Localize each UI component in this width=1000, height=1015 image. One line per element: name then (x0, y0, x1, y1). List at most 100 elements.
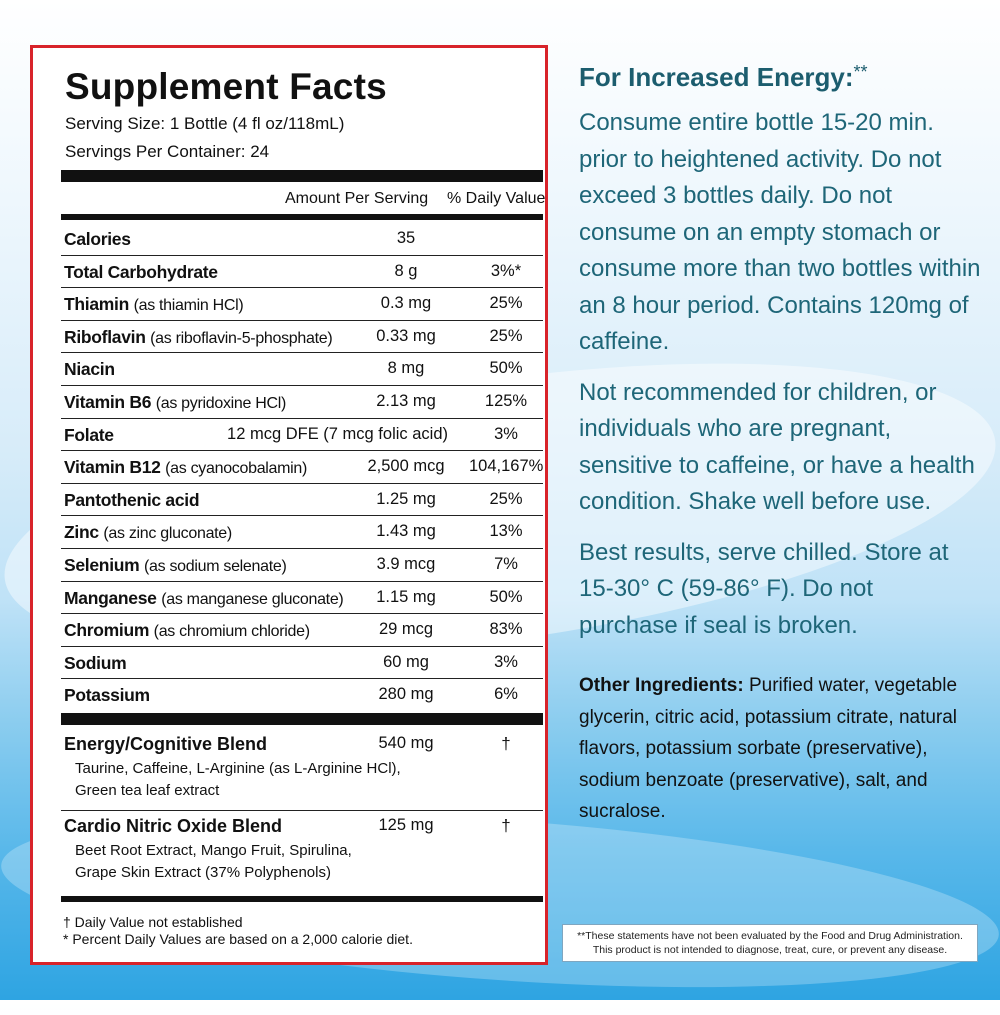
nutrient-label: Manganese (64, 587, 157, 608)
nutrient-row: Chromium (as chromium chloride) 29 mcg 83% (61, 614, 543, 647)
nutrient-name: Total Carbohydrate (64, 262, 218, 283)
nutrient-rows: Calories 35 Total Carbohydrate 8 g 3%* Thia… (61, 223, 543, 712)
warning-paragraph: Not recommended for children, or individ… (579, 378, 975, 516)
nutrient-label: Pantothenic acid (64, 489, 200, 510)
nutrient-amount: 1.25 mg (376, 489, 436, 508)
nutrient-dv: 50% (489, 587, 523, 606)
nutrient-name: Vitamin B6 (as pyridoxine HCl) (64, 392, 286, 413)
nutrient-row: Zinc (as zinc gluconate) 1.43 mg 13% (61, 516, 543, 549)
nutrient-amount: 12 mcg DFE (7 mcg folic acid) (227, 424, 448, 443)
nutrient-amount: 8 g (394, 261, 418, 280)
nutrient-row: Folate 12 mcg DFE (7 mcg folic acid) 3% (61, 419, 543, 452)
nutrient-dv: 7% (494, 554, 518, 573)
nutrient-amount: 2,500 mcg (367, 457, 445, 476)
divider-medium (61, 214, 543, 220)
directions-heading: For Increased Energy:** (579, 62, 984, 93)
nutrient-dv: 50% (489, 359, 523, 378)
nutrient-label: Total Carbohydrate (64, 261, 218, 282)
nutrient-row: Niacin 8 mg 50% (61, 353, 543, 386)
nutrient-amount: 1.15 mg (376, 587, 436, 606)
nutrient-label: Riboflavin (64, 326, 146, 347)
footnote-dagger: † Daily Value not established (63, 914, 243, 930)
blend-ingredients: Taurine, Caffeine, L-Arginine (as L-Argi… (75, 760, 401, 799)
nutrient-amount: 8 mg (387, 359, 425, 378)
nutrient-row: Selenium (as sodium selenate) 3.9 mcg 7% (61, 549, 543, 582)
nutrient-amount: 3.9 mcg (376, 554, 436, 573)
nutrient-dv: 125% (484, 391, 528, 410)
nutrient-dv: 3% (494, 424, 518, 443)
nutrient-dv: 83% (489, 620, 523, 639)
blend-dv: † (501, 816, 511, 835)
other-ingredients-label: Other Ingredients: (579, 675, 744, 696)
nutrient-row: Calories 35 (61, 223, 543, 256)
nutrient-source: (as sodium selenate) (143, 557, 287, 575)
nutrient-amount: 29 mcg (378, 620, 434, 639)
footnotes: † Daily Value not established * Percent … (63, 914, 413, 948)
heading-text: For Increased Energy: (579, 62, 854, 92)
nutrient-row: Total Carbohydrate 8 g 3%* (61, 256, 543, 289)
nutrient-name: Niacin (64, 359, 115, 380)
nutrient-name: Chromium (as chromium chloride) (64, 620, 310, 641)
other-ingredients: Other Ingredients: Purified water, veget… (579, 670, 984, 828)
nutrient-amount: 35 (396, 229, 416, 247)
divider-thick (61, 713, 543, 725)
nutrient-name: Calories (64, 229, 131, 250)
nutrient-row: Manganese (as manganese gluconate) 1.15 m… (61, 582, 543, 615)
other-ingredients-text: Purified water, vegetable glycerin, citr… (579, 675, 958, 822)
nutrient-row: Vitamin B12 (as cyanocobalamin) 2,500 mcg… (61, 451, 543, 484)
nutrient-label: Chromium (64, 620, 150, 641)
nutrient-source: (as cyanocobalamin) (165, 460, 308, 478)
nutrient-source: (as chromium chloride) (153, 623, 310, 641)
nutrient-label: Niacin (64, 359, 115, 380)
nutrient-dv: 25% (489, 294, 523, 313)
nutrient-amount: 0.33 mg (376, 326, 436, 345)
nutrient-label: Selenium (64, 554, 140, 575)
nutrient-amount: 280 mg (378, 685, 434, 704)
blend-amount: 125 mg (378, 816, 434, 834)
nutrient-dv: 3% (494, 652, 518, 671)
storage-paragraph: Best results, serve chilled. Store at 15… (579, 538, 949, 639)
nutrient-label: Potassium (64, 685, 150, 706)
nutrient-row: Thiamin (as thiamin HCl) 0.3 mg 25% (61, 288, 543, 321)
nutrient-name: Manganese (as manganese gluconate) (64, 587, 344, 609)
nutrient-label: Vitamin B6 (64, 391, 152, 412)
nutrient-dv: 25% (489, 326, 523, 345)
nutrient-row: Potassium 280 mg 6% (61, 679, 543, 712)
blend-row: Energy/Cognitive Blend 540 mg † Taurine,… (61, 734, 543, 811)
directions-paragraph: Consume entire bottle 15-20 min. prior t… (579, 109, 981, 355)
nutrient-row: Pantothenic acid 1.25 mg 25% (61, 484, 543, 517)
nutrient-amount: 1.43 mg (376, 522, 436, 541)
nutrient-amount: 60 mg (383, 652, 429, 671)
nutrient-row: Vitamin B6 (as pyridoxine HCl) 2.13 mg 125… (61, 386, 543, 419)
header-daily-value: % Daily Value (447, 190, 546, 207)
blend-ingredients: Beet Root Extract, Mango Fruit, Spirulin… (75, 842, 352, 881)
heading-mark: ** (853, 62, 868, 82)
nutrient-source: (as manganese gluconate) (161, 590, 344, 608)
nutrient-name: Riboflavin (as riboflavin-5-phosphate) (64, 326, 333, 348)
nutrient-label: Calories (64, 229, 131, 249)
blend-amount: 540 mg (378, 734, 434, 752)
footnote-asterisk: * Percent Daily Values are based on a 2,… (63, 931, 413, 947)
nutrient-name: Vitamin B12 (as cyanocobalamin) (64, 457, 307, 478)
header-amount: Amount Per Serving (285, 190, 429, 207)
nutrient-name: Folate (64, 425, 114, 446)
nutrient-amount: 2.13 mg (376, 391, 436, 410)
label-title: Supplement Facts (65, 66, 387, 107)
nutrient-name: Zinc (as zinc gluconate) (64, 522, 232, 543)
nutrient-label: Zinc (64, 522, 99, 543)
nutrient-name: Selenium (as sodium selenate) (64, 555, 287, 576)
nutrient-row: Sodium 60 mg 3% (61, 647, 543, 680)
blend-name: Cardio Nitric Oxide Blend (64, 816, 283, 836)
nutrient-name: Potassium (64, 685, 150, 706)
nutrient-label: Vitamin B12 (64, 457, 161, 478)
serving-size: Serving Size: 1 Bottle (4 fl oz/118mL) (65, 114, 345, 133)
divider-thick (61, 170, 543, 182)
disclaimer-line-1: **These statements have not been evaluat… (577, 930, 963, 942)
nutrient-dv: 3%* (490, 261, 522, 280)
nutrient-source: (as pyridoxine HCl) (155, 394, 287, 412)
directions-column: For Increased Energy:** Consume entire b… (579, 62, 984, 828)
supplement-facts-panel: Supplement Facts Serving Size: 1 Bottle … (30, 45, 548, 965)
nutrient-dv: 6% (494, 685, 518, 704)
blend-name: Energy/Cognitive Blend (64, 734, 268, 754)
nutrient-source: (as thiamin HCl) (133, 297, 244, 315)
